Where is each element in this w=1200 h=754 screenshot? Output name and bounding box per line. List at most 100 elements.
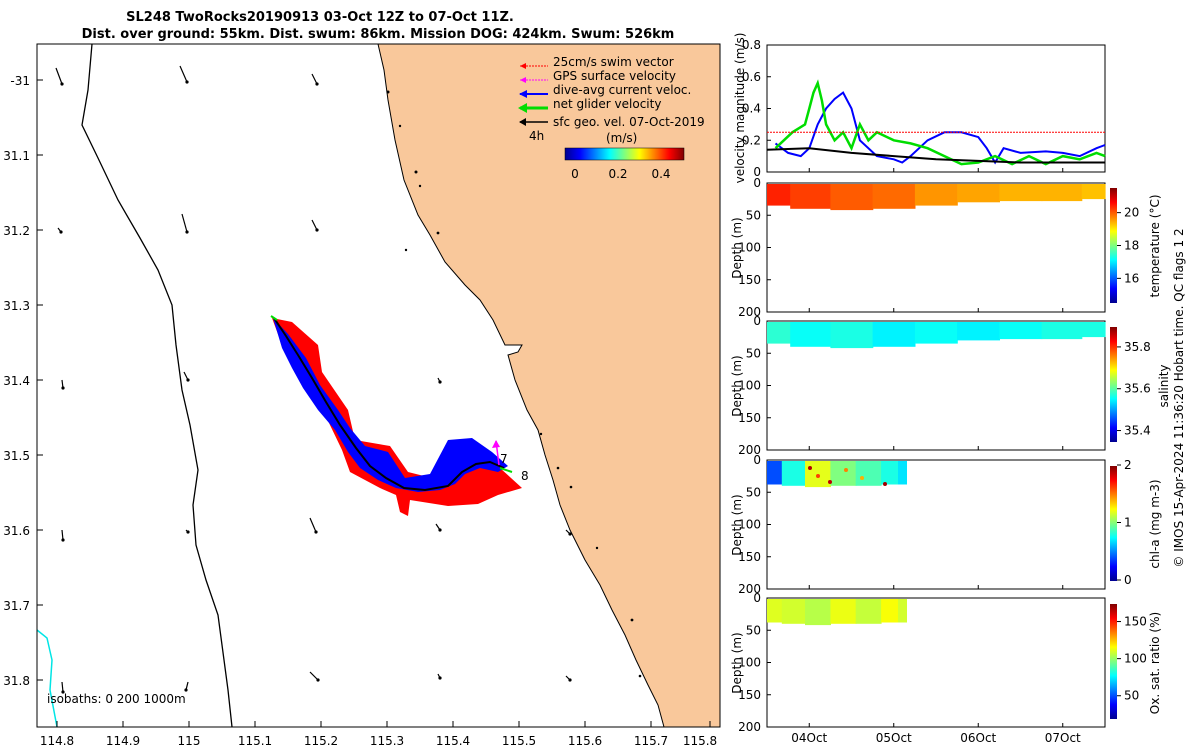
lon-tick-label: 115.5 xyxy=(502,734,536,748)
isobath-1000m xyxy=(37,629,58,727)
oxygen-colorbar xyxy=(1110,604,1117,719)
geo-velocity-arrow xyxy=(57,227,63,234)
heatmap-cell xyxy=(1041,322,1083,340)
legend-label: GPS surface velocity xyxy=(553,69,676,83)
tick-label: 0.8 xyxy=(742,38,761,52)
chla-hotspot xyxy=(844,468,848,472)
heatmap-cell xyxy=(898,599,907,623)
heatmap-cell xyxy=(957,322,1000,341)
net-glider-velocity-arrow xyxy=(499,467,513,473)
lat-tick: 31.3 xyxy=(3,299,43,313)
geo-velocity-arrow xyxy=(437,377,442,384)
heatmap-cell xyxy=(881,599,899,623)
tick-label: 200 xyxy=(738,443,761,457)
velocity-series xyxy=(766,79,1106,166)
lon-tick: 115.4 xyxy=(436,721,470,748)
salinity-panel: 0 50 100 150 200 Depth (m) 35.4 35.6 35.8 sali… xyxy=(730,314,1171,457)
date-tick-label: 05Oct xyxy=(876,731,912,745)
oxygen-colorbar-label: Ox. sat. ratio (%) xyxy=(1148,612,1162,714)
heatmap-cell xyxy=(790,322,831,347)
lon-tick-label: 115.1 xyxy=(238,734,272,748)
series-line xyxy=(766,147,1105,164)
chla-hotspot xyxy=(808,466,812,470)
lon-tick: 115.7 xyxy=(634,721,668,748)
lon-tick-label: 115.8 xyxy=(683,734,717,748)
temperature-colorbar-label: temperature (°C) xyxy=(1148,195,1162,298)
lon-tick: 115.3 xyxy=(370,721,404,748)
tick-label: 200 xyxy=(738,582,761,596)
geo-velocity-arrow xyxy=(311,73,319,86)
lon-tick: 115.2 xyxy=(304,721,338,748)
heatmap-cell xyxy=(1081,184,1106,200)
lat-tick-label: 31.7 xyxy=(3,599,30,613)
colorbar-tick-label: 20 xyxy=(1124,206,1139,220)
tick-label: 0 xyxy=(753,176,761,190)
geo-velocity-arrow xyxy=(184,681,189,692)
tick-label: 150 xyxy=(738,273,761,287)
tick-label: 100 xyxy=(738,241,761,255)
chla-hotspot xyxy=(883,482,887,486)
heatmap-cell xyxy=(999,322,1043,340)
heatmap-cell xyxy=(1041,184,1083,202)
heatmap-cell xyxy=(767,322,791,344)
chla-hotspots xyxy=(808,466,887,486)
lat-tick: 31.1 xyxy=(3,149,43,163)
lon-tick-label: 115.6 xyxy=(568,734,602,748)
tick-label: 100 xyxy=(738,656,761,670)
colorbar-units: (m/s) xyxy=(606,131,637,145)
lat-tick-label: 31.2 xyxy=(3,224,30,238)
lat-tick-label: 31.8 xyxy=(3,674,30,688)
salinity-cells xyxy=(767,322,1106,349)
heatmap-cell xyxy=(914,322,958,344)
lat-tick-label: 31.4 xyxy=(3,374,30,388)
geo-velocity-arrow xyxy=(181,213,189,234)
speed-colorbar xyxy=(564,147,685,161)
dive-avg-current-cloud xyxy=(273,318,508,492)
salinity-colorbar-label: salinity xyxy=(1157,364,1171,407)
geo-velocity-arrow xyxy=(61,379,65,390)
map-legend: 25cm/s swim vector GPS surface velocity … xyxy=(518,55,705,181)
heatmap-cell xyxy=(781,461,806,486)
heatmap-cell xyxy=(914,184,958,206)
chla-y-ticks: 0 50 100 150 200 xyxy=(738,453,771,596)
tick-label: 100 xyxy=(738,379,761,393)
geo-velocity-arrow xyxy=(437,673,442,680)
heatmap-cell xyxy=(855,599,882,624)
salinity-y-ticks: 0 50 100 150 200 xyxy=(738,314,771,457)
lon-tick: 114.8 xyxy=(40,721,74,748)
geo-velocity-arrow xyxy=(179,65,189,84)
tick-label: 200 xyxy=(738,720,761,734)
tick-label: 150 xyxy=(738,550,761,564)
geo-velocity-arrow xyxy=(183,371,190,382)
date-tick-label: 04Oct xyxy=(791,731,827,745)
lon-tick-label: 114.8 xyxy=(40,734,74,748)
legend-label: sfc geo. vel. 07-Oct-2019 xyxy=(553,115,705,129)
temperature-colorbar-ticks: 16 18 20 xyxy=(1117,206,1139,285)
heatmap-cell xyxy=(790,184,831,209)
map-lat-axis: -31 31.1 31.2 31.3 31.4 31.5 31.6 31.7 3… xyxy=(3,74,43,688)
lon-tick-label: 115.4 xyxy=(436,734,470,748)
colorbar-tick-label: 18 xyxy=(1124,239,1139,253)
geo-velocity-arrow xyxy=(311,219,319,232)
velocity-panel: 0 0.2 0.4 0.6 0.8 velocity magnitude (m/s) xyxy=(733,33,1106,183)
geo-velocity-arrow xyxy=(435,523,442,532)
heatmap-cell xyxy=(957,184,1000,203)
legend-item-swim-vector: 25cm/s swim vector xyxy=(520,55,674,69)
colorbar-tick-label: 35.4 xyxy=(1124,424,1151,438)
geo-velocity-arrow xyxy=(61,681,65,694)
track-start-marker xyxy=(270,315,278,321)
legend-item-sfc-geo: sfc geo. vel. 07-Oct-2019 xyxy=(519,115,705,129)
legend-item-gps-velocity: GPS surface velocity xyxy=(520,69,676,83)
heatmap-cell xyxy=(830,461,857,486)
heatmap-cell xyxy=(781,599,806,624)
geo-velocity-arrow xyxy=(565,675,572,682)
date-x-ticks: 04Oct 05Oct 06Oct 07Oct xyxy=(791,168,1081,745)
chla-hotspot xyxy=(828,480,832,484)
salinity-colorbar-ticks: 35.4 35.6 35.8 xyxy=(1117,340,1151,438)
footer-copyright: © IMOS 15-Apr-2024 11:36:20 Hobart time.… xyxy=(1172,228,1186,567)
tick-label: 150 xyxy=(738,411,761,425)
heatmap-cell xyxy=(767,184,791,206)
heatmap-cell xyxy=(830,322,874,349)
lon-tick: 115.6 xyxy=(568,721,602,748)
